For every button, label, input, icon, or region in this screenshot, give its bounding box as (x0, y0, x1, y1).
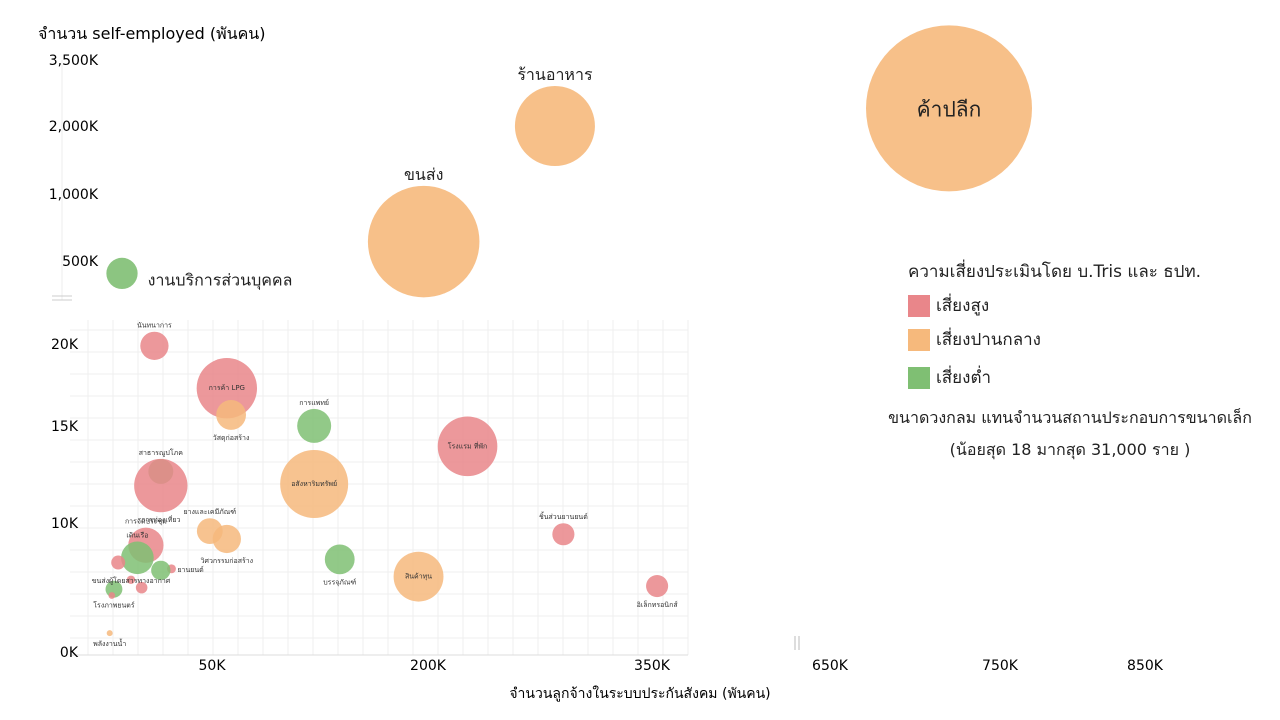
legend-label-low: เสี่ยงต่ำ (936, 368, 992, 388)
bubble-label: ยางและเคมีภัณฑ์ (183, 508, 236, 516)
y-tick-label: 15K (51, 419, 79, 435)
bubble-label: ขนส่ง (404, 165, 443, 184)
bubble (134, 458, 188, 513)
bubble-label: ยานยนต์ (177, 566, 204, 574)
bubble (151, 560, 171, 581)
bubble (866, 25, 1032, 192)
bubble (324, 544, 355, 575)
bubble-label: การค้า LPG (209, 384, 245, 392)
bubble (140, 331, 169, 360)
bubble (106, 630, 113, 637)
y-tick-label: 0K (60, 645, 79, 661)
bubble (646, 575, 669, 598)
label-layer: ค้าปลีก ร้านอาหารขนส่งงานบริการส่วนบุคคลน… (92, 65, 982, 648)
bubble-layer (105, 25, 1032, 637)
legend-item-medium: เสี่ยงปานกลาง (908, 326, 1041, 353)
bubble (297, 408, 332, 443)
bubble (216, 400, 247, 430)
bubble-label: ค้าปลีก (917, 97, 982, 121)
bubble-label: การจัดประชุม (125, 518, 167, 526)
legend-item-high: เสี่ยงสูง (908, 292, 989, 319)
bubble (437, 416, 498, 477)
bubble-label: ชิ้นส่วนยานยนต์ (539, 510, 588, 521)
bubble-label: งานบริการส่วนบุคคล (148, 270, 293, 290)
bubble-label: วิศวกรรมก่อสร้าง (201, 557, 254, 565)
legend-swatch-high (908, 294, 930, 317)
bubble (108, 592, 116, 599)
bubble (121, 541, 154, 575)
bubble (514, 85, 595, 167)
bubble-label: โรงภาพยนตร์ (93, 601, 135, 610)
y-tick-label: 10K (51, 516, 79, 532)
bubble-label: อิเล็กทรอนิกส์ (637, 600, 679, 609)
y-tick-label: 3,500K (49, 53, 99, 69)
bubble (393, 551, 444, 602)
bubble-label: โรงแรม ที่พัก (448, 441, 488, 450)
x-tick-label: 200K (410, 658, 447, 674)
bubble (367, 185, 480, 298)
y-tick-label: 20K (51, 337, 79, 353)
x-tick-label: 350K (634, 658, 671, 674)
x-tick-label: 650K (812, 658, 849, 674)
size-note-line2: (น้อยสุด 18 มากสุด 31,000 ราย ) (949, 440, 1191, 459)
y-tick-label: 2,000K (49, 119, 99, 135)
bubble-label: สาธารณูปโภค (139, 448, 183, 457)
bubble-label: วัสดุก่อสร้าง (213, 434, 250, 442)
x-tick-label: 750K (982, 658, 1019, 674)
bubble-label: ขนส่งผู้โดยสารทางอากาศ (92, 576, 171, 585)
bubble (212, 524, 241, 554)
bubble-label: เดินเรือ (126, 531, 148, 539)
legend-label-high: เสี่ยงสูง (936, 296, 990, 316)
bubble-label: ร้านอาหาร (517, 65, 593, 84)
bubble (135, 581, 148, 594)
x-tick-label: 50K (199, 658, 227, 674)
bubble-label: การแพทย์ (299, 399, 329, 407)
y-axis-label: จำนวน self-employed (พันคน) (38, 24, 265, 43)
bubble (126, 575, 136, 584)
legend-swatch-medium (908, 328, 930, 351)
bubble-label: นันทนาการ (137, 322, 172, 330)
x-tick-label: 850K (1127, 658, 1164, 674)
legend-title: ความเสี่ยงประเมินโดย บ.Tris และ ธปท. (908, 262, 1202, 282)
axis-layer: จำนวน self-employed (พันคน) จำนวนลูกจ้าง… (38, 24, 1164, 702)
y-tick-label: 500K (62, 254, 99, 270)
bubble-label: สินค้าทุน (405, 573, 432, 581)
bubble (106, 257, 138, 290)
bubble-label: บรรจุภัณฑ์ (323, 578, 356, 586)
bubble-label: พลังงานน้ำ (93, 637, 126, 648)
legend-label-medium: เสี่ยงปานกลาง (936, 330, 1041, 350)
bubble (196, 358, 258, 419)
legend-swatch-low (908, 366, 930, 389)
bubble-label: อสังหาริมทรัพย์ (291, 480, 337, 488)
bubble-label: การท่องเที่ยว (141, 515, 180, 524)
size-note-line1: ขนาดวงกลม แทนจำนวนสถานประกอบการขนาดเล็ก (888, 408, 1252, 427)
x-axis-label: จำนวนลูกจ้างในระบบประกันสังคม (พันคน) (509, 685, 770, 702)
bubble (111, 555, 126, 570)
legend-item-low: เสี่ยงต่ำ (908, 364, 991, 391)
bubble (280, 450, 349, 519)
y-tick-label: 1,000K (49, 187, 99, 203)
bubble (552, 523, 575, 546)
